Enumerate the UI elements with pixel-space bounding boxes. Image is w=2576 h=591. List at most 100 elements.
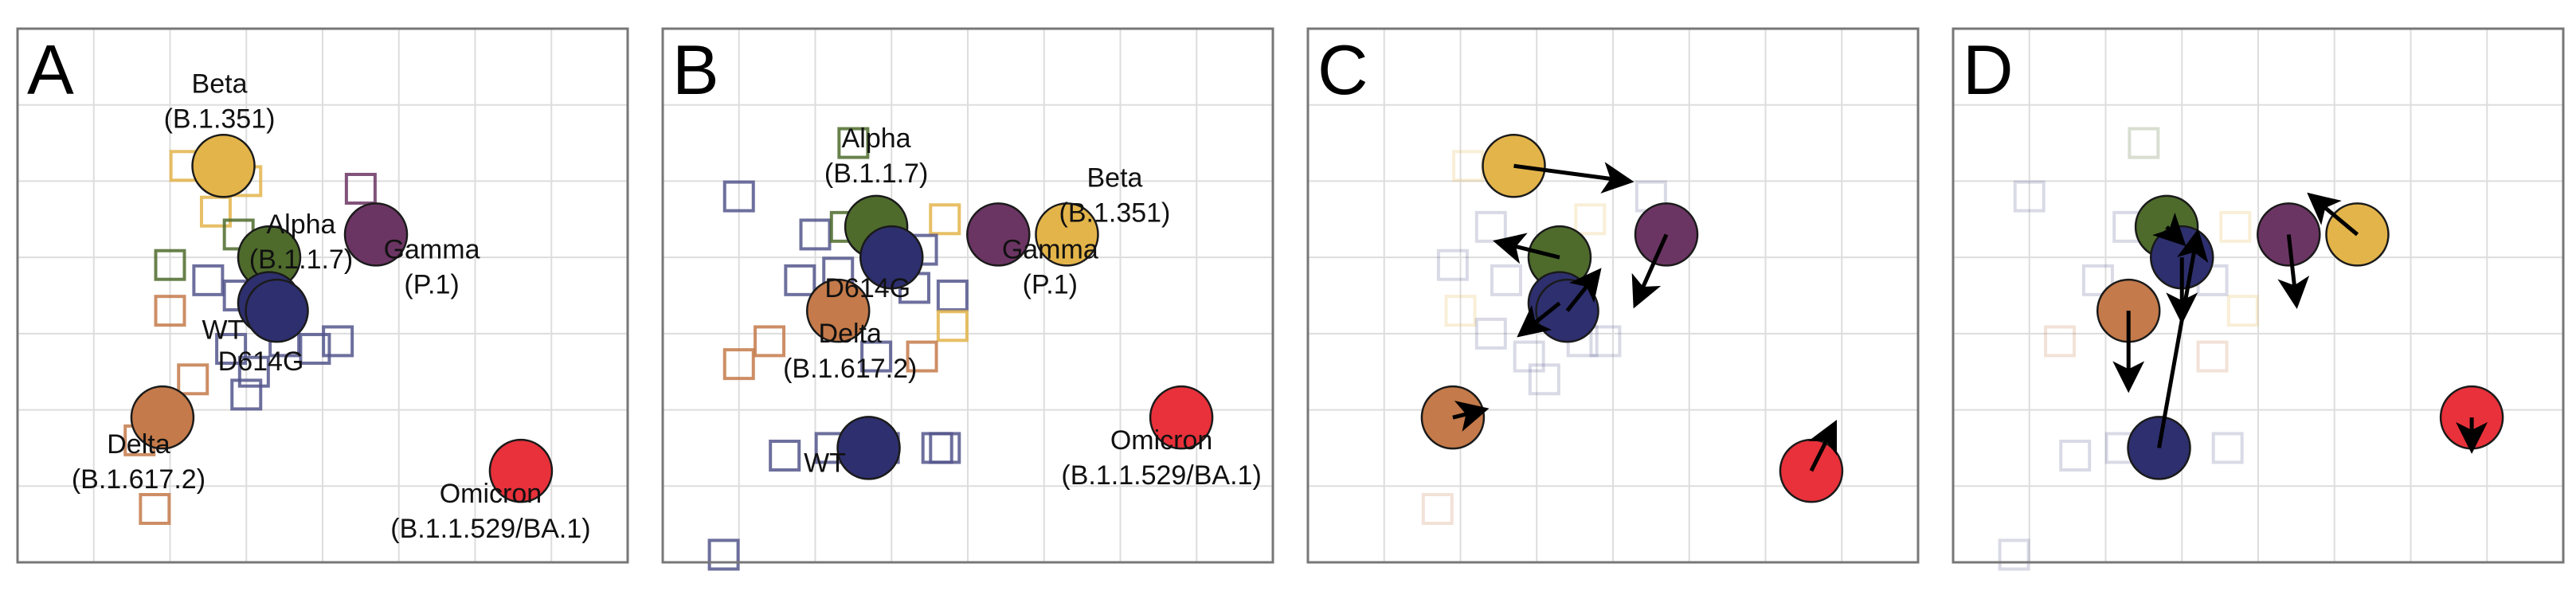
serum-marker: [1513, 340, 1545, 373]
serum-marker: [1490, 264, 1522, 296]
serum-marker: [1589, 325, 1622, 358]
serum-marker: [154, 249, 186, 281]
antigen-marker-omicron: [1149, 385, 1214, 450]
antigen-label-delta: Delta (B.1.617.2): [783, 319, 917, 384]
panel-d: D: [1952, 27, 2565, 571]
antigen-label-beta: Beta (B.1.351): [1059, 162, 1171, 228]
serum-marker: [929, 203, 961, 236]
serum-marker: [921, 432, 953, 464]
shift-arrow-beta: [2307, 192, 2359, 237]
serum-marker: [1574, 203, 1607, 236]
antigen-label-line: WT: [804, 448, 846, 478]
serum-marker: [1528, 363, 1560, 396]
panel-letter: A: [27, 30, 74, 109]
serum-marker: [936, 280, 969, 311]
antigen-label-delta: Delta (B.1.617.2): [72, 429, 206, 495]
shift-arrow-delta: [1452, 401, 1490, 432]
panel-c: C: [1306, 27, 1920, 564]
serum-marker: [154, 295, 186, 327]
serum-marker: [769, 440, 801, 472]
shift-arrows: [2112, 192, 2488, 454]
serum-marker: [2081, 264, 2114, 296]
panel-frame: [16, 27, 629, 564]
antigen-label-line: D614G: [218, 346, 304, 377]
shift-arrow-gamma: [1631, 233, 1669, 309]
antigen-label-line: (B.1.1.7): [824, 159, 928, 189]
shift-arrow-beta: [1513, 162, 1634, 194]
serum-marker: [707, 538, 740, 571]
serum-marker: [1421, 493, 1454, 525]
shift-arrow-gamma: [2277, 234, 2310, 310]
shift-arrow-omicron: [1808, 420, 1838, 472]
antigen-label-line: (B.1.1.529/BA.1): [1061, 460, 1261, 491]
antigen-label-line: Gamma: [1002, 234, 1098, 264]
serum-marker: [344, 173, 377, 205]
panel-letter: C: [1317, 30, 1368, 109]
antigen-label-line: (B.1.617.2): [72, 464, 206, 495]
serum-marker: [139, 493, 171, 525]
antigen-marker-beta: [1035, 202, 1099, 267]
antigen-marker-delta: [805, 278, 871, 343]
serum-marker: [2128, 127, 2160, 159]
antigen-label-line: Alpha: [266, 209, 335, 240]
antigen-label-gamma: Gamma (P.1): [1002, 234, 1098, 299]
serum-marker: [177, 363, 209, 396]
serum-marker: [199, 195, 232, 228]
antigen-label-line: Delta: [819, 319, 882, 349]
antigen-label-line: (B.1.1.529/BA.1): [390, 514, 590, 544]
antigen-label-line: (P.1): [1023, 269, 1078, 299]
serum-marker: [2059, 440, 2092, 472]
antigen-label-line: (B.1.351): [1059, 198, 1171, 228]
serum-marker: [192, 264, 225, 296]
antigen-points: [805, 194, 1214, 480]
sera-points: [1421, 150, 1667, 525]
serum-marker: [1436, 249, 1469, 281]
serum-marker: [1474, 317, 1507, 350]
antigen-label-line: WT: [202, 315, 245, 346]
panel-frame: [1306, 27, 1920, 564]
serum-marker: [1444, 295, 1477, 327]
antigen-label-wt: WT: [804, 448, 846, 478]
serum-marker: [1998, 538, 2030, 571]
panel-letter: B: [672, 30, 719, 109]
antigen-label-line: (B.1.617.2): [783, 354, 917, 384]
serum-marker: [1452, 150, 1485, 182]
panel-b: Alpha (B.1.1.7) Beta (B.1.351) Gamma (P.1) D61…: [661, 27, 1274, 571]
antigen-label-alpha: Alpha (B.1.1.7): [824, 123, 928, 189]
serum-marker: [2226, 295, 2259, 327]
serum-marker: [799, 218, 832, 251]
antigen-marker-omicron: [488, 438, 554, 503]
antigen-marker-wt: [836, 416, 901, 480]
antigen-labels: Beta (B.1.351)Alpha (B.1.1.7) Gamma (P.1)WTD…: [72, 68, 591, 544]
serum-marker: [230, 378, 263, 411]
shift-arrow-alpha: [1493, 233, 1560, 264]
serum-marker: [2044, 325, 2077, 358]
antigen-label-d614g: D614G: [824, 273, 910, 303]
panel-frame: [661, 27, 1274, 564]
antigen-marker-beta: [191, 134, 256, 198]
antigen-label-line: Alpha: [842, 123, 911, 154]
serum-marker: [215, 333, 248, 365]
antigen-label-omicron: Omicron (B.1.1.529/BA.1): [390, 479, 590, 544]
shift-arrow-wt: [1517, 301, 1561, 338]
antigen-label-line: (P.1): [404, 269, 459, 299]
serum-marker: [322, 325, 354, 358]
antigen-marker-d614g: [859, 225, 924, 290]
serum-marker: [906, 340, 938, 373]
antigen-label-line: Gamma: [384, 234, 480, 264]
antigen-label-line: Beta: [1086, 162, 1142, 193]
serum-marker: [2013, 180, 2046, 213]
antigen-label-line: Beta: [192, 68, 248, 99]
antigen-points: [2096, 194, 2504, 480]
antigen-label-line: Omicron: [1110, 425, 1212, 456]
antigen-label-line: Omicron: [440, 479, 542, 509]
shift-arrows: [1452, 162, 1838, 472]
serum-marker: [722, 180, 755, 213]
antigen-label-gamma: Gamma (P.1): [384, 234, 480, 299]
serum-marker: [2211, 432, 2244, 464]
antigen-label-alpha: Alpha (B.1.1.7): [249, 209, 353, 275]
serum-marker: [929, 432, 961, 464]
antigen-label-line: (B.1.1.7): [249, 245, 353, 275]
serum-marker: [722, 348, 755, 381]
panel-frame: [1952, 27, 2565, 564]
